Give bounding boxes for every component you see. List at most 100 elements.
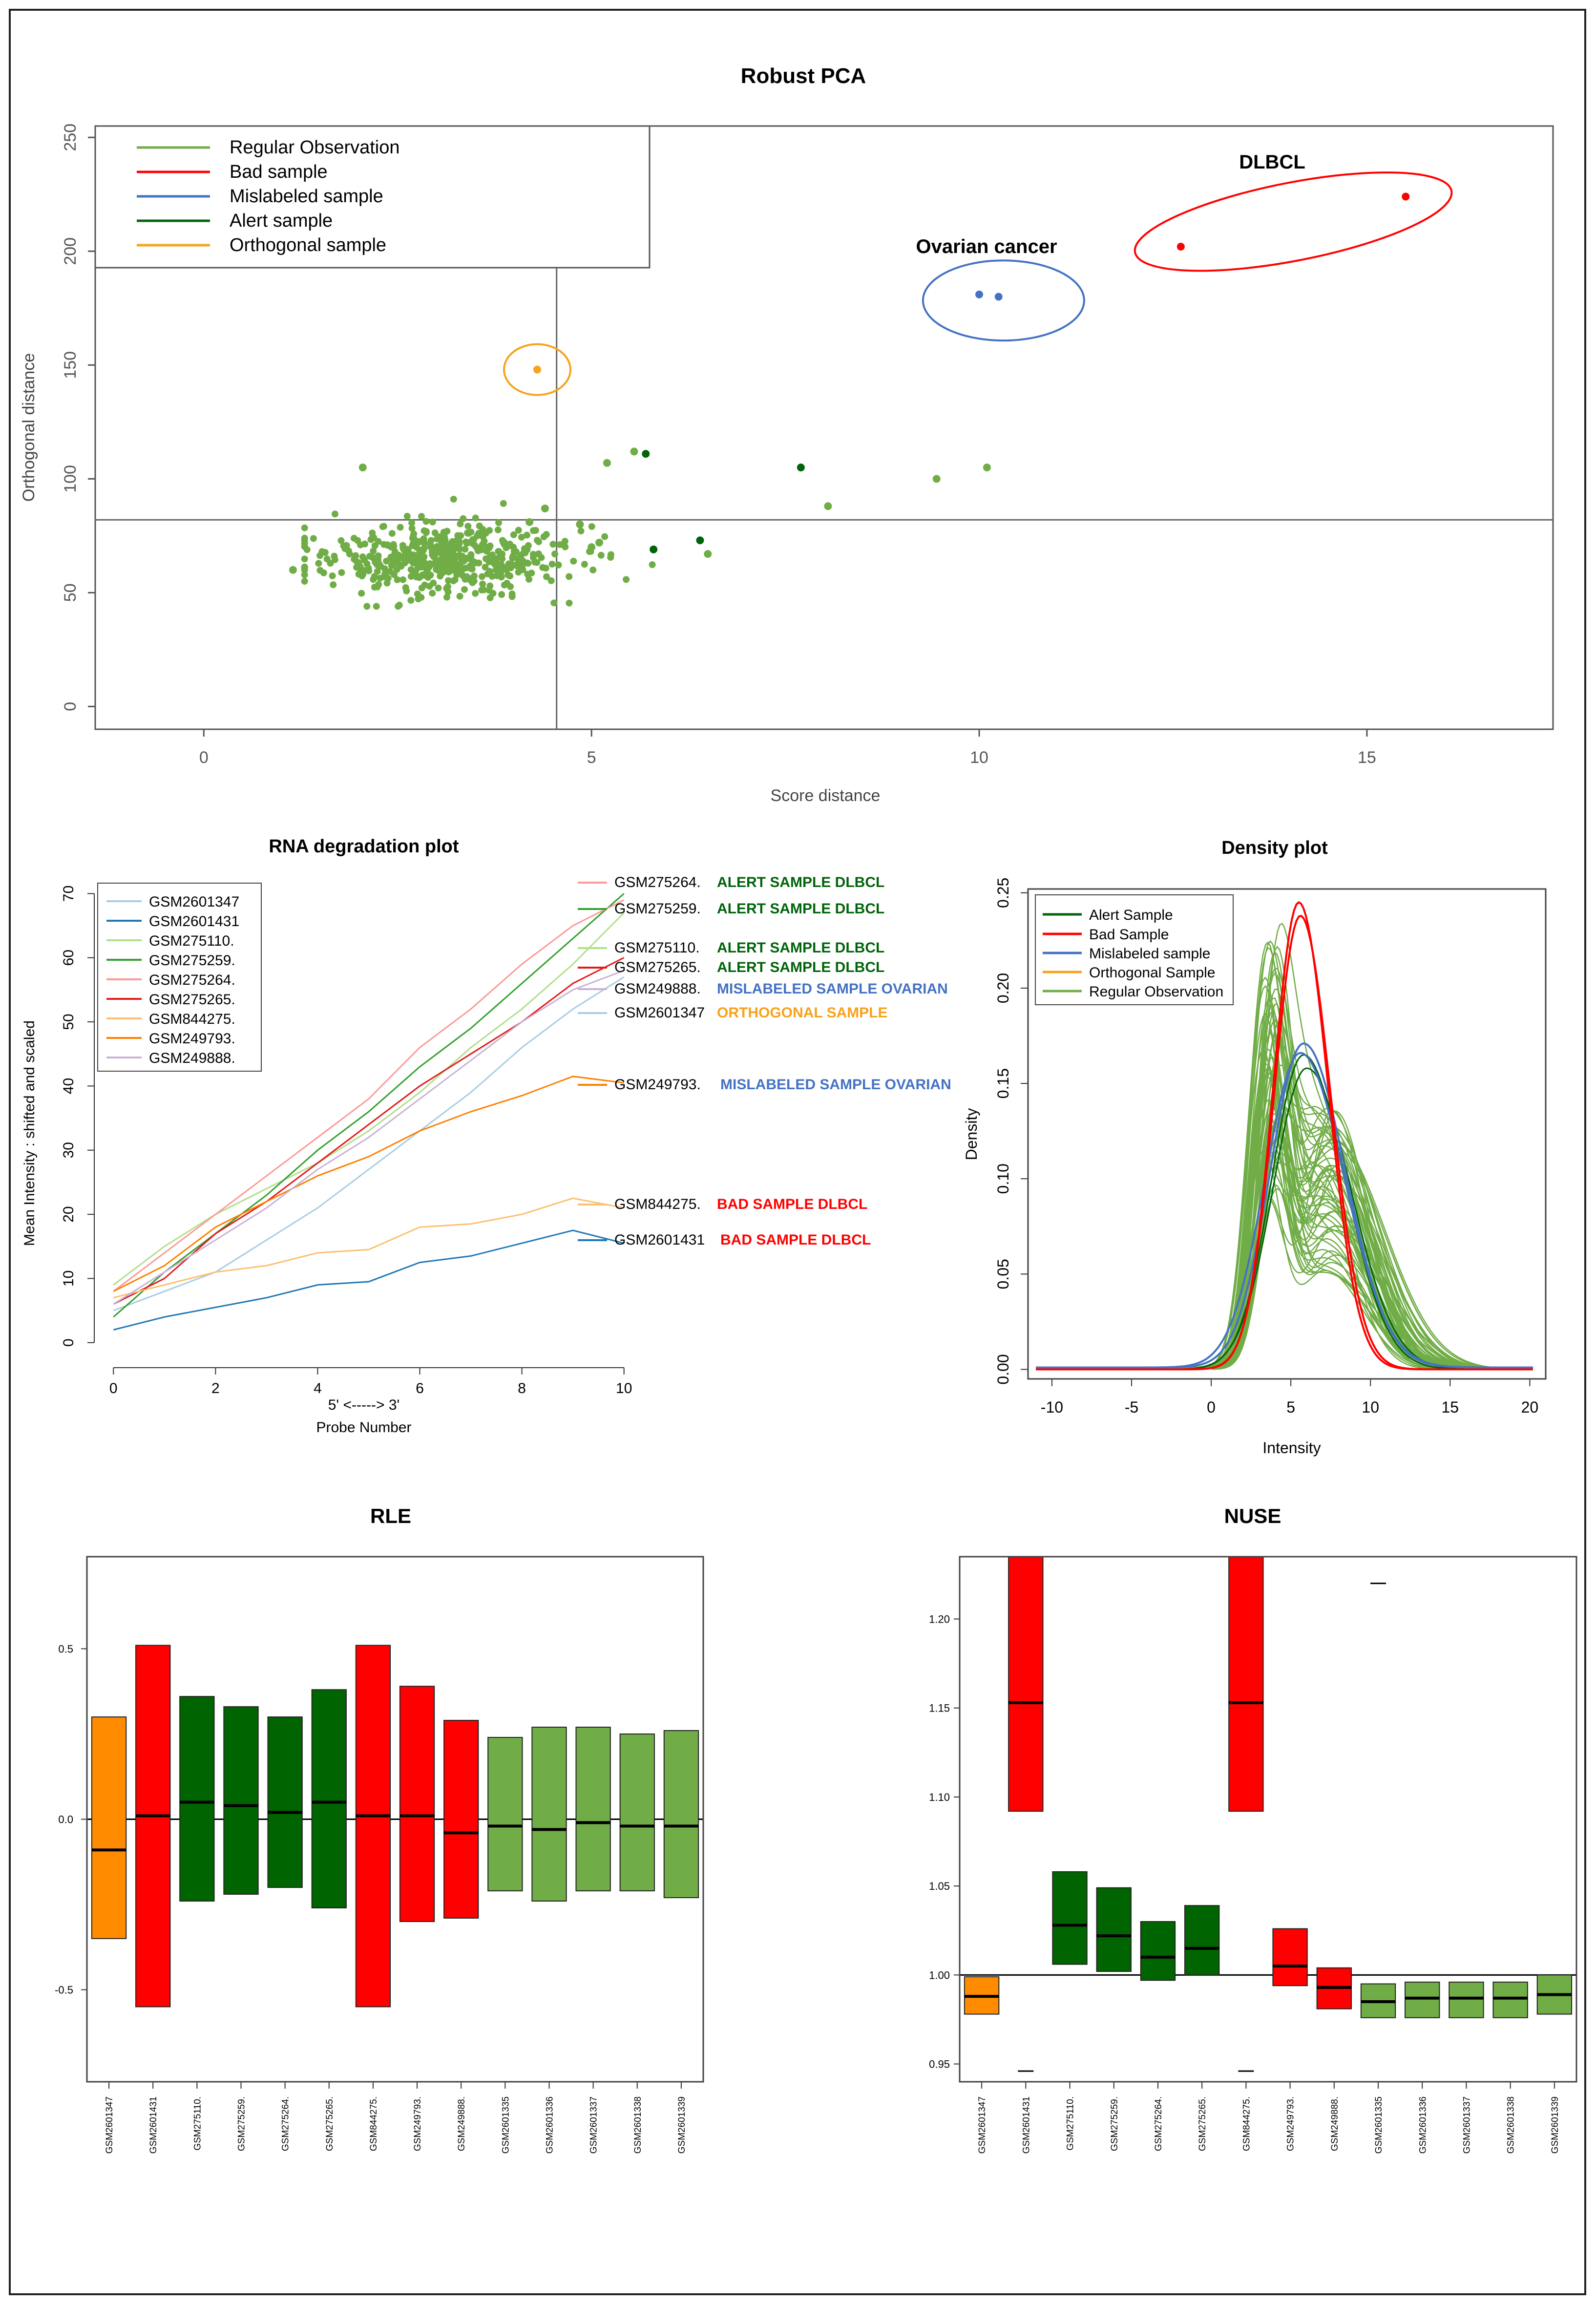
pca-point-regular bbox=[475, 529, 483, 537]
rle-xtick-label: GSM2601339 bbox=[677, 2096, 687, 2154]
pca-point-regular bbox=[506, 572, 514, 580]
nuse-panel: NUSE 0.95 1.00 1.05 1.10 1.15 1.20 GSM2601347 G… bbox=[929, 1504, 1577, 2154]
rna-annotation-label: ALERT SAMPLE DLBCL bbox=[717, 940, 884, 956]
pca-point-regular bbox=[508, 593, 516, 600]
pca-point-regular bbox=[484, 570, 491, 577]
pca-point-regular bbox=[630, 447, 638, 456]
density-curve-regular bbox=[1036, 1125, 1533, 1370]
pca-point-regular bbox=[488, 551, 496, 558]
pca-point-regular bbox=[373, 603, 380, 610]
rna-annotation-label: BAD SAMPLE DLBCL bbox=[720, 1232, 871, 1248]
nuse-xtick-label: GSM2601347 bbox=[977, 2096, 987, 2154]
pca-point-regular bbox=[501, 539, 508, 546]
nuse-box bbox=[1140, 1921, 1176, 1981]
rna-legend: GSM2601347 GSM2601431 GSM275110. GSM275259.… bbox=[106, 894, 239, 1066]
pca-point-regular bbox=[498, 591, 505, 598]
rna-legend-label: GSM275264. bbox=[149, 972, 235, 988]
pca-xtick-label: 15 bbox=[1358, 748, 1376, 767]
pca-annotation-dlbcl: DLBCL bbox=[1239, 151, 1305, 173]
pca-point-regular bbox=[399, 542, 406, 549]
pca-point-regular bbox=[510, 531, 517, 538]
rle-ytick-label: 0.5 bbox=[58, 1643, 73, 1655]
nuse-box bbox=[1184, 1905, 1220, 1976]
pca-point-regular bbox=[494, 526, 502, 533]
pca-legend-label-orthogonal: Orthogonal sample bbox=[230, 235, 386, 255]
density-xtick-label: 20 bbox=[1521, 1398, 1539, 1416]
pca-ytick-label: 0 bbox=[61, 702, 80, 711]
pca-point-regular bbox=[454, 532, 462, 539]
nuse-ytick-label: 1.20 bbox=[929, 1613, 950, 1626]
pca-point-regular bbox=[435, 584, 442, 592]
pca-point-regular bbox=[595, 538, 604, 547]
pca-point-regular bbox=[329, 572, 336, 579]
nuse-box bbox=[1492, 1981, 1528, 2018]
pca-point-regular bbox=[551, 550, 559, 558]
pca-point-regular bbox=[318, 548, 326, 555]
pca-point-regular bbox=[418, 513, 425, 520]
pca-point-regular bbox=[337, 537, 345, 544]
rle-ytick-label: 0.0 bbox=[58, 1814, 73, 1826]
nuse-ytick-label: 1.05 bbox=[929, 1880, 950, 1892]
rle-box bbox=[575, 1727, 611, 1892]
pca-point-regular bbox=[363, 603, 371, 610]
pca-point-regular bbox=[379, 523, 386, 530]
rle-xtick-label: GSM275265. bbox=[325, 2096, 335, 2151]
pca-legend: Regular Observation Bad sample Mislabele… bbox=[94, 125, 651, 269]
pca-point-regular bbox=[441, 555, 449, 562]
rle-box bbox=[223, 1706, 259, 1895]
pca-point-regular bbox=[482, 564, 489, 571]
pca-point-regular bbox=[366, 552, 374, 560]
density-ytick-label: 0.05 bbox=[994, 1259, 1012, 1289]
rle-xtick-label: GSM2601336 bbox=[545, 2096, 555, 2154]
density-plot-frame bbox=[1027, 888, 1547, 1380]
pca-legend-label-mislabeled: Mislabeled sample bbox=[230, 186, 383, 207]
pca-point-regular bbox=[417, 538, 424, 545]
pca-point-regular bbox=[438, 537, 445, 545]
pca-ytick-label: 50 bbox=[61, 583, 80, 602]
nuse-xtick-label: GSM2601431 bbox=[1021, 2096, 1031, 2154]
pca-point-regular bbox=[301, 578, 308, 585]
rna-series-line bbox=[113, 1197, 624, 1299]
rna-xtick-label: 4 bbox=[314, 1380, 322, 1396]
pca-point-regular bbox=[439, 548, 446, 555]
pca-point-regular bbox=[542, 565, 549, 572]
pca-point-regular bbox=[354, 537, 361, 544]
pca-point-regular bbox=[370, 547, 377, 554]
pca-point-regular bbox=[404, 552, 412, 560]
rna-annotation-label: ALERT SAMPLE DLBCL bbox=[717, 901, 884, 917]
pca-xlabel: Score distance bbox=[771, 786, 881, 805]
pca-point-regular bbox=[345, 547, 352, 554]
rna-annotation-label: ORTHOGONAL SAMPLE bbox=[717, 1005, 887, 1021]
rna-ytick-label: 10 bbox=[61, 1270, 77, 1287]
nuse-xtick-label: GSM2601339 bbox=[1550, 2096, 1560, 2154]
rna-xtick-label: 10 bbox=[616, 1380, 632, 1396]
pca-point-regular bbox=[442, 563, 450, 570]
pca-point-regular bbox=[491, 560, 498, 568]
pca-point-regular bbox=[369, 529, 376, 537]
rle-xtick-label: GSM275259. bbox=[237, 2096, 247, 2151]
pca-point-regular bbox=[303, 546, 311, 553]
density-legend-label-alert: Alert Sample bbox=[1089, 907, 1173, 923]
pca-point-regular bbox=[351, 555, 358, 563]
density-ytick-label: 0.00 bbox=[994, 1354, 1012, 1384]
density-ytick-label: 0.25 bbox=[994, 878, 1012, 908]
pca-point-regular bbox=[407, 566, 415, 573]
nuse-ytick-label: 1.15 bbox=[929, 1702, 950, 1714]
pca-point-regular bbox=[403, 587, 410, 594]
pca-point-regular bbox=[505, 560, 512, 568]
pca-point-regular bbox=[550, 599, 558, 607]
rna-ytick-label: 70 bbox=[61, 886, 77, 902]
rle-title: RLE bbox=[370, 1504, 411, 1527]
rle-xtick-label: GSM2601335 bbox=[501, 2096, 511, 2154]
pca-ylabel: Orthogonal distance bbox=[20, 353, 38, 502]
rna-ytick-label: 30 bbox=[61, 1142, 77, 1158]
rna-marks: 0 2 4 6 8 10 0 10 20 30 40 50 60 70 bbox=[61, 886, 632, 1396]
pca-point-regular bbox=[538, 554, 545, 561]
figure-frame bbox=[9, 9, 1586, 2295]
rna-ytick-label: 40 bbox=[61, 1078, 77, 1094]
pca-ellipse-bad bbox=[1134, 171, 1453, 272]
pca-point-regular bbox=[462, 546, 469, 553]
pca-point-regular bbox=[515, 569, 522, 576]
pca-point-regular bbox=[649, 561, 656, 569]
